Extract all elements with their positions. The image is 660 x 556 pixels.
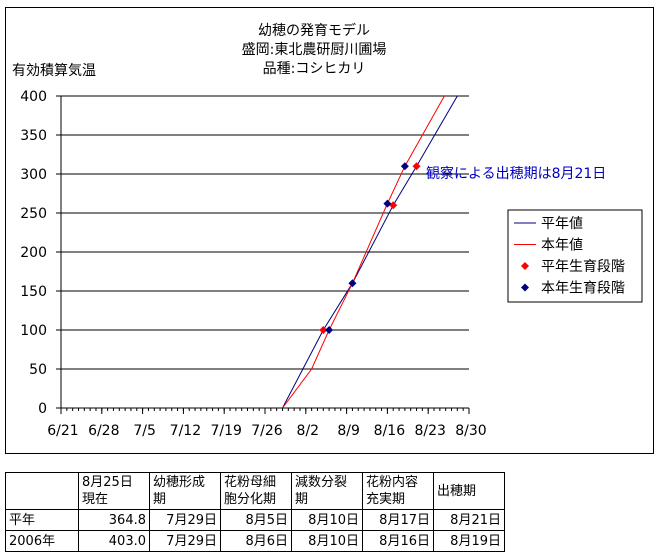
table-cell: 8月17日 (362, 509, 434, 531)
x-tick-label: 7/19 (210, 423, 241, 439)
table-header-cell: 減数分裂期 (291, 472, 363, 510)
table-header-text: 花粉母細 (224, 475, 277, 490)
x-tick-label: 6/28 (88, 423, 119, 439)
legend-marker-swatch (521, 262, 529, 270)
chart-title-line-2: 盛岡:東北農研厨川圃場 (242, 42, 387, 58)
y-tick-label: 150 (20, 284, 47, 300)
data-point-marker (348, 279, 357, 288)
x-tick-label: 8/16 (374, 423, 406, 439)
table-header-text: 期 (153, 492, 167, 507)
table-header-text: 出穂期 (437, 483, 477, 499)
chart-title-line-1: 幼穂の発育モデル (258, 22, 370, 39)
data-point-marker (389, 201, 398, 210)
table-cell: 平年 (5, 509, 79, 531)
x-tick-label: 8/2 (297, 423, 320, 439)
table-header-cell (5, 472, 79, 510)
x-tick-label: 7/12 (170, 423, 201, 439)
y-tick-label: 400 (20, 89, 47, 105)
series-line-1 (282, 96, 458, 408)
table-header-cell: 花粉内容 充実期 (362, 472, 434, 510)
legend-marker-swatch (521, 283, 529, 292)
table-header-cell: 出穂期 (433, 472, 505, 510)
legend-label: 本年値 (541, 238, 583, 254)
y-tick-label: 350 (20, 128, 47, 144)
table-cell: 7月29日 (149, 530, 221, 552)
table-header-cell: 幼穂形成期 (149, 472, 221, 510)
legend-label: 平年値 (541, 216, 583, 232)
table-cell: 8月10日 (291, 530, 363, 552)
data-point-marker (383, 199, 392, 208)
y-tick-label: 300 (20, 167, 47, 183)
table-cell: 7月29日 (149, 509, 221, 531)
table-header-text: 充実期 (366, 492, 406, 507)
x-tick-label: 7/26 (251, 423, 283, 439)
table-cell: 8月10日 (291, 509, 363, 531)
table-header-text: 胞分化期 (224, 492, 277, 507)
x-tick-label: 7/5 (133, 423, 156, 439)
table-header-text: 8月25日 (82, 475, 133, 490)
stage-table: 8月25日現在 幼穂形成期 花粉母細胞分化期 減数分裂期 花粉内容充実期 出穂期… (5, 472, 505, 552)
data-point-marker (325, 326, 334, 334)
table-cell: 2006年 (5, 530, 79, 552)
table-header-cell: 花粉母細 胞分化期 (220, 472, 292, 510)
legend-box (507, 209, 643, 303)
chart-title-line-3: 品種:コシヒカリ (263, 61, 366, 77)
chart-frame (5, 7, 654, 454)
legend-label: 本年生育段階 (541, 281, 625, 297)
table-header-text: 花粉内容 (366, 475, 419, 490)
y-tick-label: 0 (38, 401, 47, 417)
table-cell: 403.0 (78, 530, 150, 552)
legend-label: 平年生育段階 (541, 259, 625, 275)
table-cell: 8月16日 (362, 530, 434, 552)
data-point-marker (319, 326, 328, 334)
table-header-text: 幼穂形成 (153, 475, 206, 490)
plot-area: 0 50 100 150 200 250 300 350 400 6/21 6/28 7/5 7/12 7… (20, 89, 486, 439)
table-header-text: 期 (295, 492, 309, 507)
x-tick-label: 8/30 (455, 423, 486, 439)
table-cell: 8月19日 (433, 530, 505, 552)
x-tick-label: 8/23 (414, 423, 445, 439)
table-header-text: 現在 (82, 492, 109, 507)
chart-svg: 幼穂の発育モデル 盛岡:東北農研厨川圃場 品種:コシヒカリ 有効積算気温 0 50… (12, 22, 643, 439)
data-point-marker (400, 162, 409, 171)
table-row: 平年 364.8 7月29日 8月5日 8月10日 8月17日 8月21日 (5, 509, 505, 531)
y-axis-label: 有効積算気温 (12, 63, 96, 79)
data-point-marker (412, 162, 421, 171)
heading-date-annotation: 観察による出穂期は8月21日 (426, 165, 606, 182)
table-cell: 8月5日 (220, 509, 292, 531)
y-tick-label: 50 (29, 362, 47, 378)
y-tick-label: 100 (20, 323, 47, 339)
table-cell: 364.8 (78, 509, 150, 531)
y-tick-label: 200 (20, 245, 47, 261)
x-tick-label: 6/21 (47, 423, 78, 439)
table-header-row: 8月25日現在 幼穂形成期 花粉母細胞分化期 減数分裂期 花粉内容充実期 出穂期 (5, 472, 505, 510)
table-header-text: 減数分裂 (295, 475, 348, 490)
x-tick-label: 8/9 (337, 423, 360, 439)
y-tick-label: 250 (20, 206, 47, 222)
table-row: 2006年 403.0 7月29日 8月6日 8月10日 8月16日 8月19日 (5, 530, 505, 552)
table-cell: 8月6日 (220, 530, 292, 552)
table-header-cell: 8月25日現在 (78, 472, 150, 510)
table-cell: 8月21日 (433, 509, 505, 531)
